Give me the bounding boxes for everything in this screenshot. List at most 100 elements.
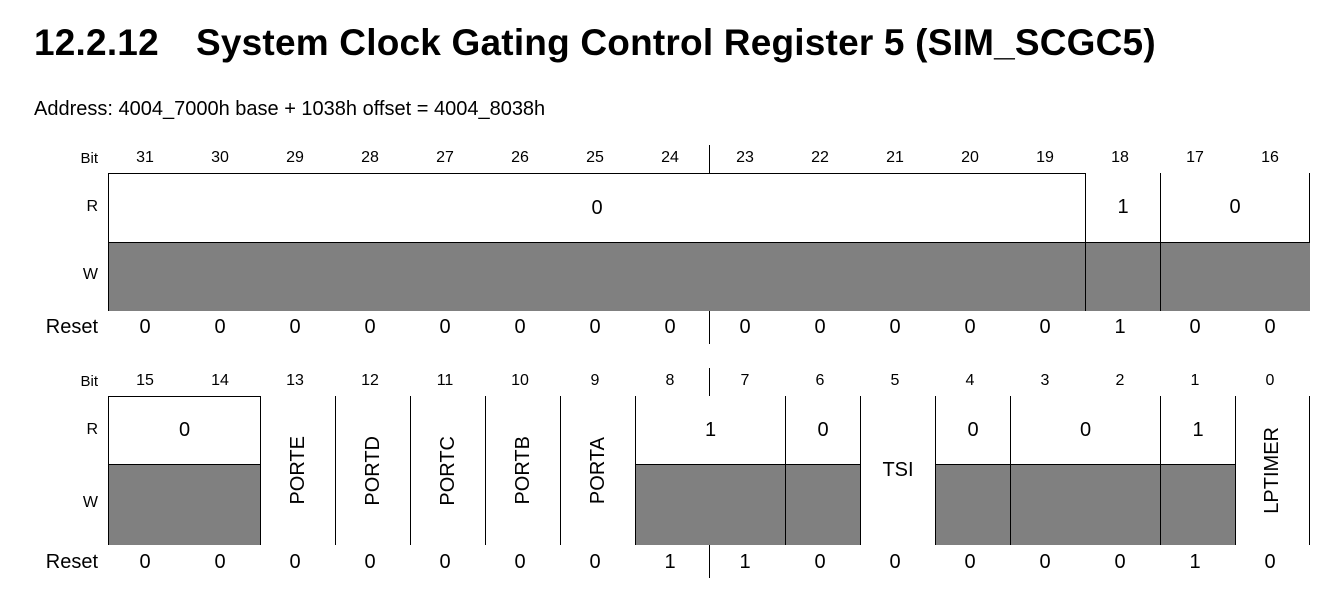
bit-number: 23 [736,149,754,166]
bit-number: 13 [286,372,304,389]
tsi-label: TSI [882,459,914,481]
reset-value: 1 [1189,551,1201,573]
section-number: 12.2.12 [34,22,159,63]
lptimer-field: LPTIMER [1235,396,1309,545]
reset-value: 1 [1114,316,1126,338]
portd-label: PORTD [361,435,384,506]
bit-row-label: Bit [80,150,98,167]
reset-value: 0 [514,316,526,338]
reserved-bit6-write [785,464,861,545]
reserved-bit18-read: 1 [1085,173,1160,242]
bit-number: 26 [511,149,529,166]
porte-field: PORTE [260,396,335,545]
reset-value: 0 [214,316,226,338]
halfword-divider [709,310,710,344]
bit-row-label: Bit [80,373,98,390]
register-address: Address: 4004_7000h base + 1038h offset … [34,98,546,120]
reserved-bit1-write [1160,464,1236,545]
reset-value: 1 [664,551,676,573]
bit-number: 25 [586,149,604,166]
halfword-divider [709,544,710,578]
reset-value: 1 [739,551,751,573]
porte-label: PORTE [286,436,309,505]
reset-row-label: Reset [45,551,98,573]
bit-number: 5 [890,372,900,389]
reset-value: 0 [589,316,601,338]
bit-number: 21 [886,149,904,166]
reserved-bits17-16-read: 0 [1160,173,1309,242]
reset-value: 0 [364,316,376,338]
bit-number: 0 [1265,372,1275,389]
porta-label: PORTA [586,436,609,505]
reset-value: 0 [889,316,901,338]
reset-value: 0 [1114,551,1126,573]
reset-value: 0 [814,316,826,338]
bit-number: 4 [965,372,975,389]
portb-field: PORTB [485,396,560,545]
porta-field: PORTA [560,396,635,545]
bit-number: 3 [1040,372,1050,389]
bit-number: 19 [1036,149,1054,166]
reset-value: 0 [364,551,376,573]
reserved-bit4-write [935,464,1011,545]
reset-value: 0 [1264,316,1276,338]
w-row-label: W [82,266,98,283]
portd-field: PORTD [335,396,410,545]
bit-number: 14 [211,372,229,389]
bit-number: 17 [1186,149,1204,166]
reset-value: 0 [739,316,751,338]
reset-value: 0 [1189,316,1201,338]
reserved-bit6-read: 0 [785,396,860,464]
bit-number: 27 [436,149,454,166]
tsi-field: TSI [860,396,935,545]
reset-value: 0 [514,551,526,573]
r-row-label: R [86,421,98,438]
section-heading: 12.2.12 System Clock Gating Control Regis… [34,22,1156,64]
bit-number: 2 [1115,372,1125,389]
register-title: System Clock Gating Control Register 5 (… [196,22,1156,63]
r-row-label: R [86,198,98,215]
reserved-field-read: 0 [591,196,603,219]
bit-number: 31 [136,149,154,166]
lower-register-box: 0 PORTE PORTD PORTC PORTB PORTA 1 0 TSI … [108,396,1310,545]
reset-value: 0 [1039,551,1051,573]
upper-register-box: 0 1 0 [108,173,1310,311]
reset-value: 0 [214,551,226,573]
reset-value: 0 [139,316,151,338]
bit-number: 7 [740,372,750,389]
bit-number: 8 [665,372,675,389]
reserved-bit1-read: 1 [1160,396,1235,464]
bit-number: 10 [511,372,529,389]
reset-value: 0 [439,316,451,338]
bit-number: 11 [436,372,454,389]
bit-number: 28 [361,149,379,166]
reset-value: 0 [289,551,301,573]
bit-number: 24 [661,149,679,166]
bit-number: 9 [590,372,600,389]
bit-number: 15 [136,372,154,389]
reserved-bits3-2-read: 0 [1010,396,1160,464]
bit-number: 6 [815,372,825,389]
reserved-bit4-read: 0 [935,396,1010,464]
reserved-bits15-14-write [109,464,260,545]
reserved-bits8-7-read: 1 [635,396,785,464]
reset-value: 0 [139,551,151,573]
bit-number: 18 [1111,149,1129,166]
reset-value: 0 [964,551,976,573]
reserved-bit18-write [1085,242,1161,311]
reset-value: 0 [889,551,901,573]
halfword-divider [709,368,710,396]
portc-label: PORTC [436,435,459,506]
halfword-divider [709,145,710,173]
reserved-bits17-16-write [1160,242,1310,311]
reset-value: 0 [589,551,601,573]
reset-value: 0 [1039,316,1051,338]
reserved-bits8-7-write [635,464,786,545]
reset-value: 0 [664,316,676,338]
reserved-bits15-14-read: 0 [178,419,191,441]
bit-number: 30 [211,149,229,166]
bit-number: 22 [811,149,829,166]
reserved-bits3-2-write [1010,464,1161,545]
portb-label: PORTB [511,436,534,505]
bit-number: 29 [286,149,304,166]
